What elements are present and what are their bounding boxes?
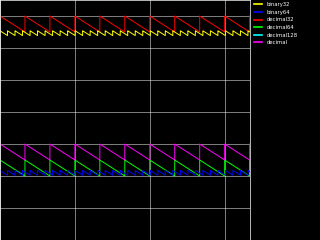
Legend: binary32, binary64, decimal32, decimal64, decimal128, decimal: binary32, binary64, decimal32, decimal64… [252,0,300,48]
